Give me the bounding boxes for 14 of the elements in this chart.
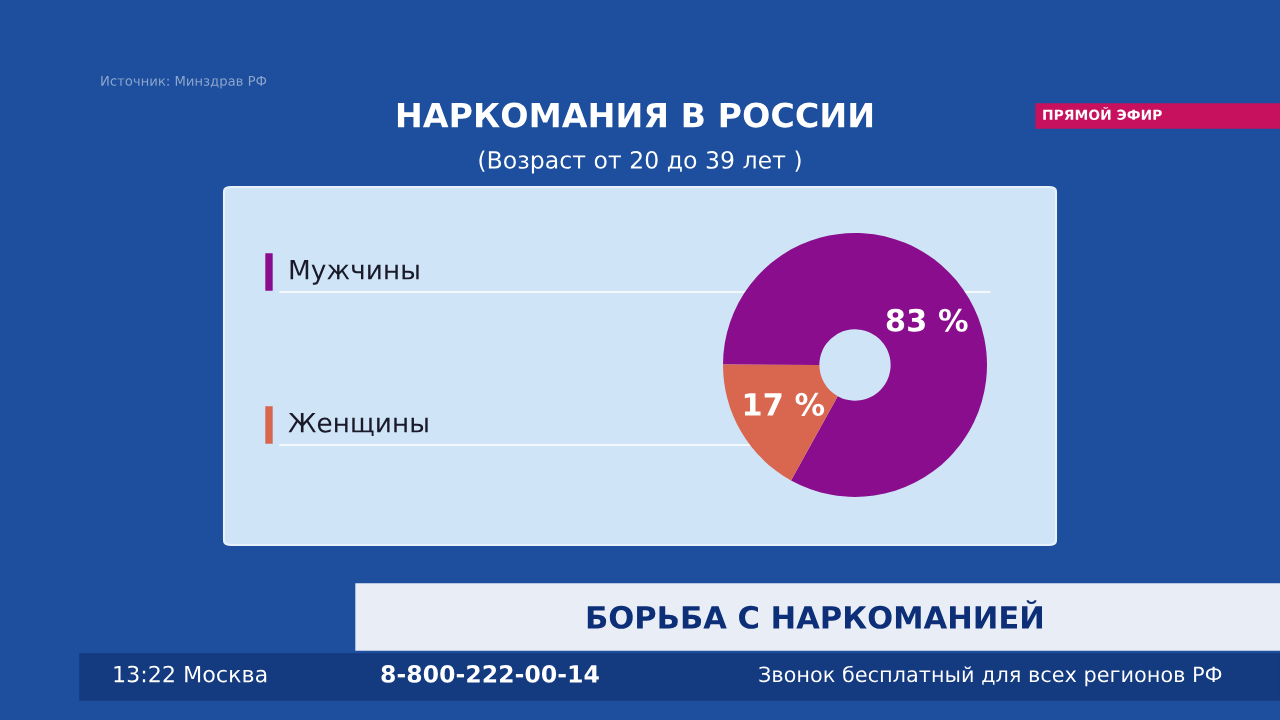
text: Источник: Минздрав РФ — [101, 76, 267, 89]
text: Звонок бесплатный для всех регионов РФ — [759, 665, 1222, 687]
chart-title: НАРКОМАНИЯ В РОССИИ — [397, 102, 873, 128]
text: 13:22 Москва — [114, 665, 267, 683]
legend-label: Мужчины — [290, 260, 419, 285]
text: БОРЬБА С НАРКОМАНИЕЙ — [587, 600, 1042, 629]
text: ПРЯМОЙ ЭФИР — [1043, 106, 1162, 121]
legend-label: Женщины — [288, 413, 428, 436]
donut-slice — [723, 233, 987, 497]
chart-subtitle: (Возраст от 20 до 39 лет ) — [479, 150, 801, 174]
data-label: 83 % — [886, 308, 968, 332]
text: 8-800-222-00-14 — [381, 664, 599, 683]
data-label: 17 % — [744, 392, 825, 416]
donut-slice — [723, 364, 838, 481]
